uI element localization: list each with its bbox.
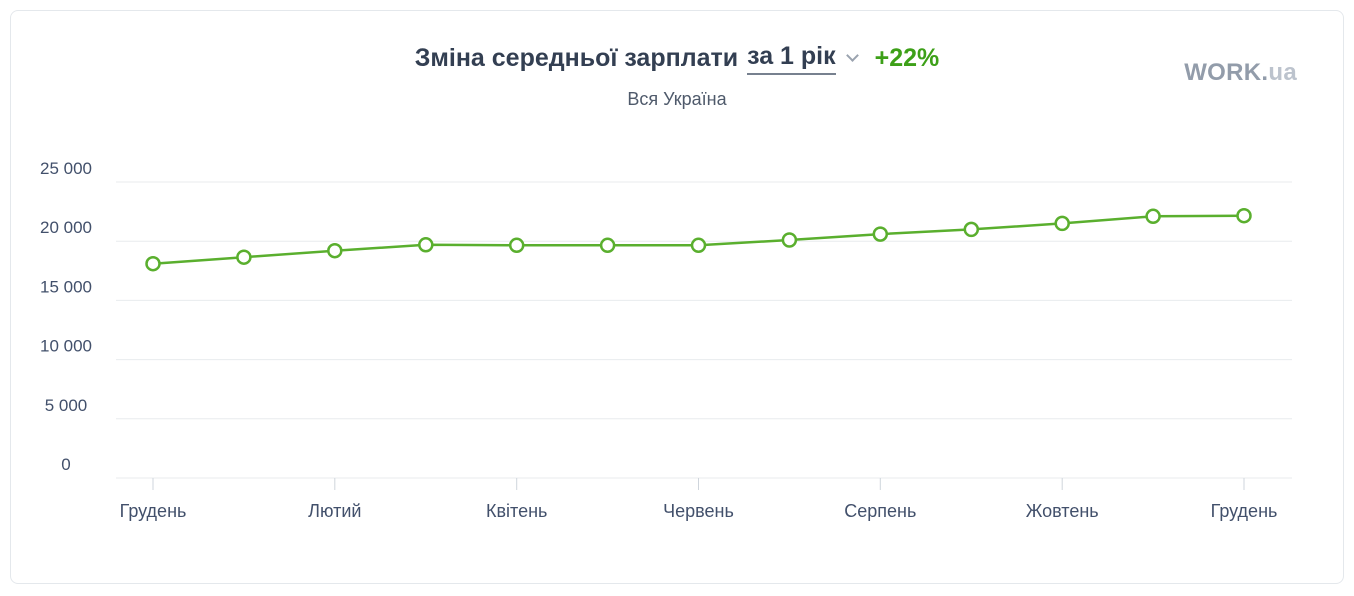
chart-subtitle: Вся Україна — [627, 89, 727, 109]
logo-main: WORK. — [1184, 59, 1269, 86]
data-point[interactable] — [599, 237, 616, 254]
chevron-down-icon[interactable] — [845, 49, 859, 62]
data-point[interactable] — [236, 249, 252, 265]
data-point[interactable] — [418, 237, 434, 253]
chart-title-row: Зміна середньої зарплати за 1 рік +22% — [11, 39, 1343, 77]
y-axis-label: 5 000 — [45, 396, 88, 415]
x-axis-label: Лютий — [308, 501, 361, 521]
data-point[interactable] — [145, 255, 161, 272]
chart-card: Зміна середньої зарплати за 1 рік +22% В… — [10, 10, 1344, 584]
x-axis-label: Грудень — [1211, 501, 1278, 521]
y-axis-label: 20 000 — [40, 218, 92, 237]
data-point[interactable] — [327, 242, 343, 259]
x-axis-label: Серпень — [844, 501, 916, 521]
period-label: за 1 рік — [747, 41, 836, 70]
chart-title: Зміна середньої зарплати — [414, 43, 739, 72]
x-axis-label: Червень — [663, 501, 734, 521]
data-point[interactable] — [872, 226, 889, 242]
y-axis-label: 25 000 — [40, 159, 92, 178]
delta-percent: +22% — [874, 43, 940, 72]
data-point[interactable] — [690, 237, 707, 254]
data-point[interactable] — [1236, 207, 1252, 224]
data-point[interactable] — [1054, 215, 1070, 232]
period-dropdown[interactable]: за 1 рік — [747, 42, 836, 75]
x-axis-label: Квітень — [486, 501, 547, 521]
x-axis-label: Грудень — [120, 501, 187, 521]
salary-chart-svg: 0 5 000 10 000 15 000 20 000 25 000 Грудень Лют… — [40, 159, 1292, 521]
data-point[interactable] — [781, 232, 798, 248]
data-point[interactable] — [508, 237, 525, 254]
logo-suffix: ua — [1268, 59, 1297, 86]
y-axis-label: 15 000 — [40, 277, 92, 296]
x-axis-label: Жовтень — [1026, 501, 1099, 521]
workua-logo: WORK.ua — [1184, 59, 1297, 87]
data-point[interactable] — [963, 221, 980, 238]
y-axis-label: 10 000 — [40, 337, 92, 356]
data-point[interactable] — [1145, 208, 1161, 225]
y-axis-label: 0 — [61, 455, 70, 474]
chart-area: 0 5 000 10 000 15 000 20 000 25 000 Грудень Лют… — [11, 141, 1343, 561]
